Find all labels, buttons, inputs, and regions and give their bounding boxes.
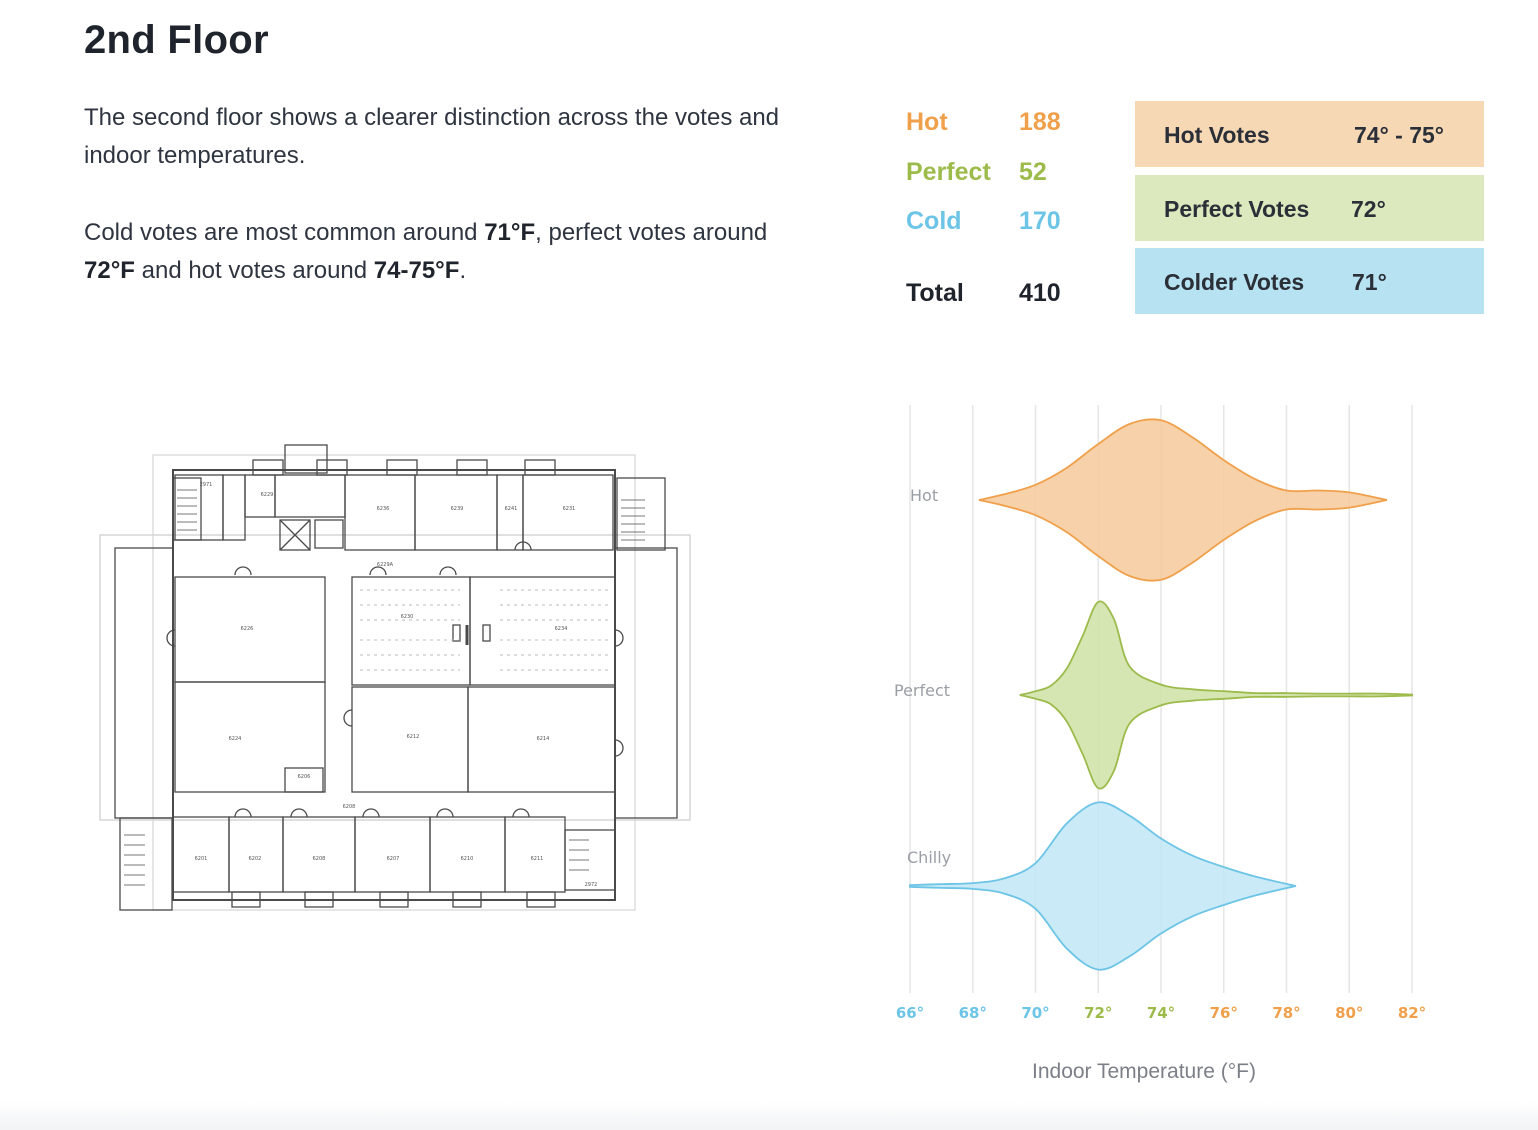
floor-plan: 2971 6229 6236 6239 6241 6231 6229A 6226… [99, 444, 691, 911]
room-label: 6241 [505, 506, 518, 512]
room-label: 6210 [461, 856, 474, 862]
room-label: 6226 [241, 626, 254, 632]
count-label-perfect: Perfect [906, 158, 991, 186]
x-tick-label: 74° [1147, 1004, 1175, 1022]
room-label: 6214 [537, 736, 550, 742]
intro-text-part: Cold votes are most common around [84, 219, 485, 246]
cold-temp-highlight: 71°F [484, 219, 536, 246]
count-label-total: Total [906, 279, 964, 307]
room-label: 6236 [377, 506, 390, 512]
intro-text-part: . [459, 257, 467, 284]
series-label-chilly: Chilly [907, 848, 951, 867]
violin-hot [978, 418, 1388, 582]
series-label-perfect: Perfect [894, 681, 950, 700]
x-tick-label: 76° [1210, 1004, 1238, 1022]
count-label-hot: Hot [906, 108, 948, 136]
legend-perfect-votes: Perfect Votes 72° [1135, 175, 1484, 241]
room-label: 6239 [451, 506, 464, 512]
chart-series-labels: Hot Perfect Chilly [894, 486, 951, 867]
x-tick-label: 72° [1084, 1004, 1112, 1022]
x-tick-label: 68° [959, 1004, 987, 1022]
room-label: 6206 [298, 774, 311, 780]
legend-colder-votes: Colder Votes 71° [1135, 248, 1484, 314]
x-tick-label: 78° [1272, 1004, 1300, 1022]
count-value-cold: 170 [1019, 207, 1061, 235]
intro-paragraph-2: Cold votes are most common around 71°F, … [84, 214, 804, 290]
chart-series [909, 418, 1413, 971]
room-label: 6229 [261, 492, 274, 498]
count-label-cold: Cold [906, 207, 962, 235]
legend-label: Hot Votes [1164, 122, 1270, 148]
room-label: 6208 [343, 804, 356, 810]
hot-temp-highlight: 74-75°F [373, 257, 460, 284]
room-label: 6207 [387, 856, 400, 862]
legend-value: 71° [1352, 269, 1387, 295]
room-label: 6229A [377, 562, 394, 568]
legend-hot-votes: Hot Votes 74° - 75° [1135, 101, 1484, 167]
x-tick-label: 66° [896, 1004, 924, 1022]
room-label: 6202 [249, 856, 262, 862]
room-label: 6224 [229, 736, 242, 742]
count-value-hot: 188 [1019, 108, 1061, 136]
violin-perfect [1019, 600, 1413, 790]
perfect-temp-highlight: 72°F [84, 257, 135, 284]
x-tick-label: 80° [1335, 1004, 1363, 1022]
page-bottom-band [0, 1102, 1538, 1130]
room-label: 6231 [563, 506, 576, 512]
series-label-hot: Hot [910, 486, 938, 505]
chart-x-ticks: 66° 68° 70° 72° 74° 76° 78° 80° 82° [896, 1004, 1426, 1022]
legend-value: 72° [1351, 196, 1386, 222]
count-value-total: 410 [1019, 279, 1061, 307]
room-label: 6211 [531, 856, 544, 862]
room-label: 2971 [200, 482, 213, 488]
room-label: 6212 [407, 734, 420, 740]
x-tick-label: 82° [1398, 1004, 1426, 1022]
violin-chart: Hot Perfect Chilly 66° 68° 70° 72° 74° 76° 78° 80… [894, 405, 1426, 1022]
legend-label: Colder Votes [1164, 269, 1305, 295]
room-label: 6201 [195, 856, 208, 862]
page-title: 2nd Floor [84, 18, 269, 62]
room-label: 6230 [401, 614, 414, 620]
violin-chilly [909, 801, 1297, 971]
x-tick-label: 70° [1021, 1004, 1049, 1022]
room-label: 6234 [555, 626, 568, 632]
room-label: 2972 [585, 882, 598, 888]
legend-value: 74° - 75° [1354, 122, 1445, 148]
count-value-perfect: 52 [1019, 158, 1047, 186]
legend-label: Perfect Votes [1164, 196, 1310, 222]
intro-paragraph-1: The second floor shows a clearer distinc… [84, 104, 780, 169]
intro-text-part: and hot votes around [134, 257, 374, 284]
chart-x-axis-label: Indoor Temperature (°F) [1032, 1060, 1256, 1083]
intro-text-part: , perfect votes around [535, 219, 768, 246]
room-label: 6208 [313, 856, 326, 862]
